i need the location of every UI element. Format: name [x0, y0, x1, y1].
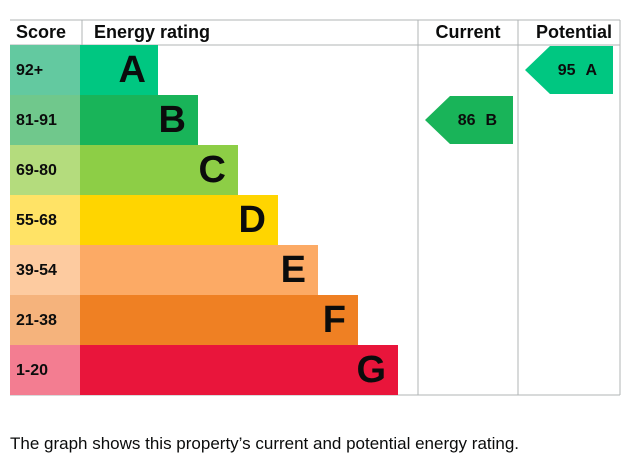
- rating-bar: [80, 45, 158, 95]
- band-letter: A: [119, 49, 146, 91]
- score-cell: [10, 45, 80, 95]
- score-label: 21-38: [16, 312, 57, 329]
- band-letter: F: [323, 299, 346, 341]
- score-label: 81-91: [16, 112, 57, 129]
- current-value: 86: [458, 112, 476, 129]
- band-letter: C: [199, 149, 226, 191]
- rating-bar: [80, 195, 278, 245]
- potential-letter: A: [586, 62, 598, 79]
- header: Score: [16, 22, 66, 42]
- band-letter: D: [239, 199, 266, 241]
- score-label: 92+: [16, 62, 43, 79]
- score-cell: [10, 245, 80, 295]
- header: Potential: [536, 22, 612, 42]
- score-cell: [10, 195, 80, 245]
- band-letter: G: [356, 349, 386, 391]
- score-cell: [10, 95, 80, 145]
- rating-bar: [80, 95, 198, 145]
- score-label: 69-80: [16, 162, 57, 179]
- header: Energy rating: [94, 22, 210, 42]
- score-label: 55-68: [16, 212, 57, 229]
- rating-bar: [80, 295, 358, 345]
- score-label: 1-20: [16, 362, 48, 379]
- score-cell: [10, 145, 80, 195]
- potential-arrow: [525, 46, 613, 94]
- band-letter: B: [159, 99, 186, 141]
- header: Current: [435, 22, 500, 42]
- score-label: 39-54: [16, 262, 57, 279]
- rating-bar: [80, 245, 318, 295]
- epc-chart: Score Energy rating Current Potential 92…: [10, 19, 621, 396]
- potential-value: 95: [558, 62, 576, 79]
- current-letter: B: [486, 112, 498, 129]
- score-cell: [10, 295, 80, 345]
- score-cell: [10, 345, 80, 395]
- band-letter: E: [281, 249, 306, 291]
- rating-bar: [80, 145, 238, 195]
- current-arrow: [425, 96, 513, 144]
- rating-bar: [80, 345, 398, 395]
- caption: The graph shows this property’s current …: [10, 434, 520, 453]
